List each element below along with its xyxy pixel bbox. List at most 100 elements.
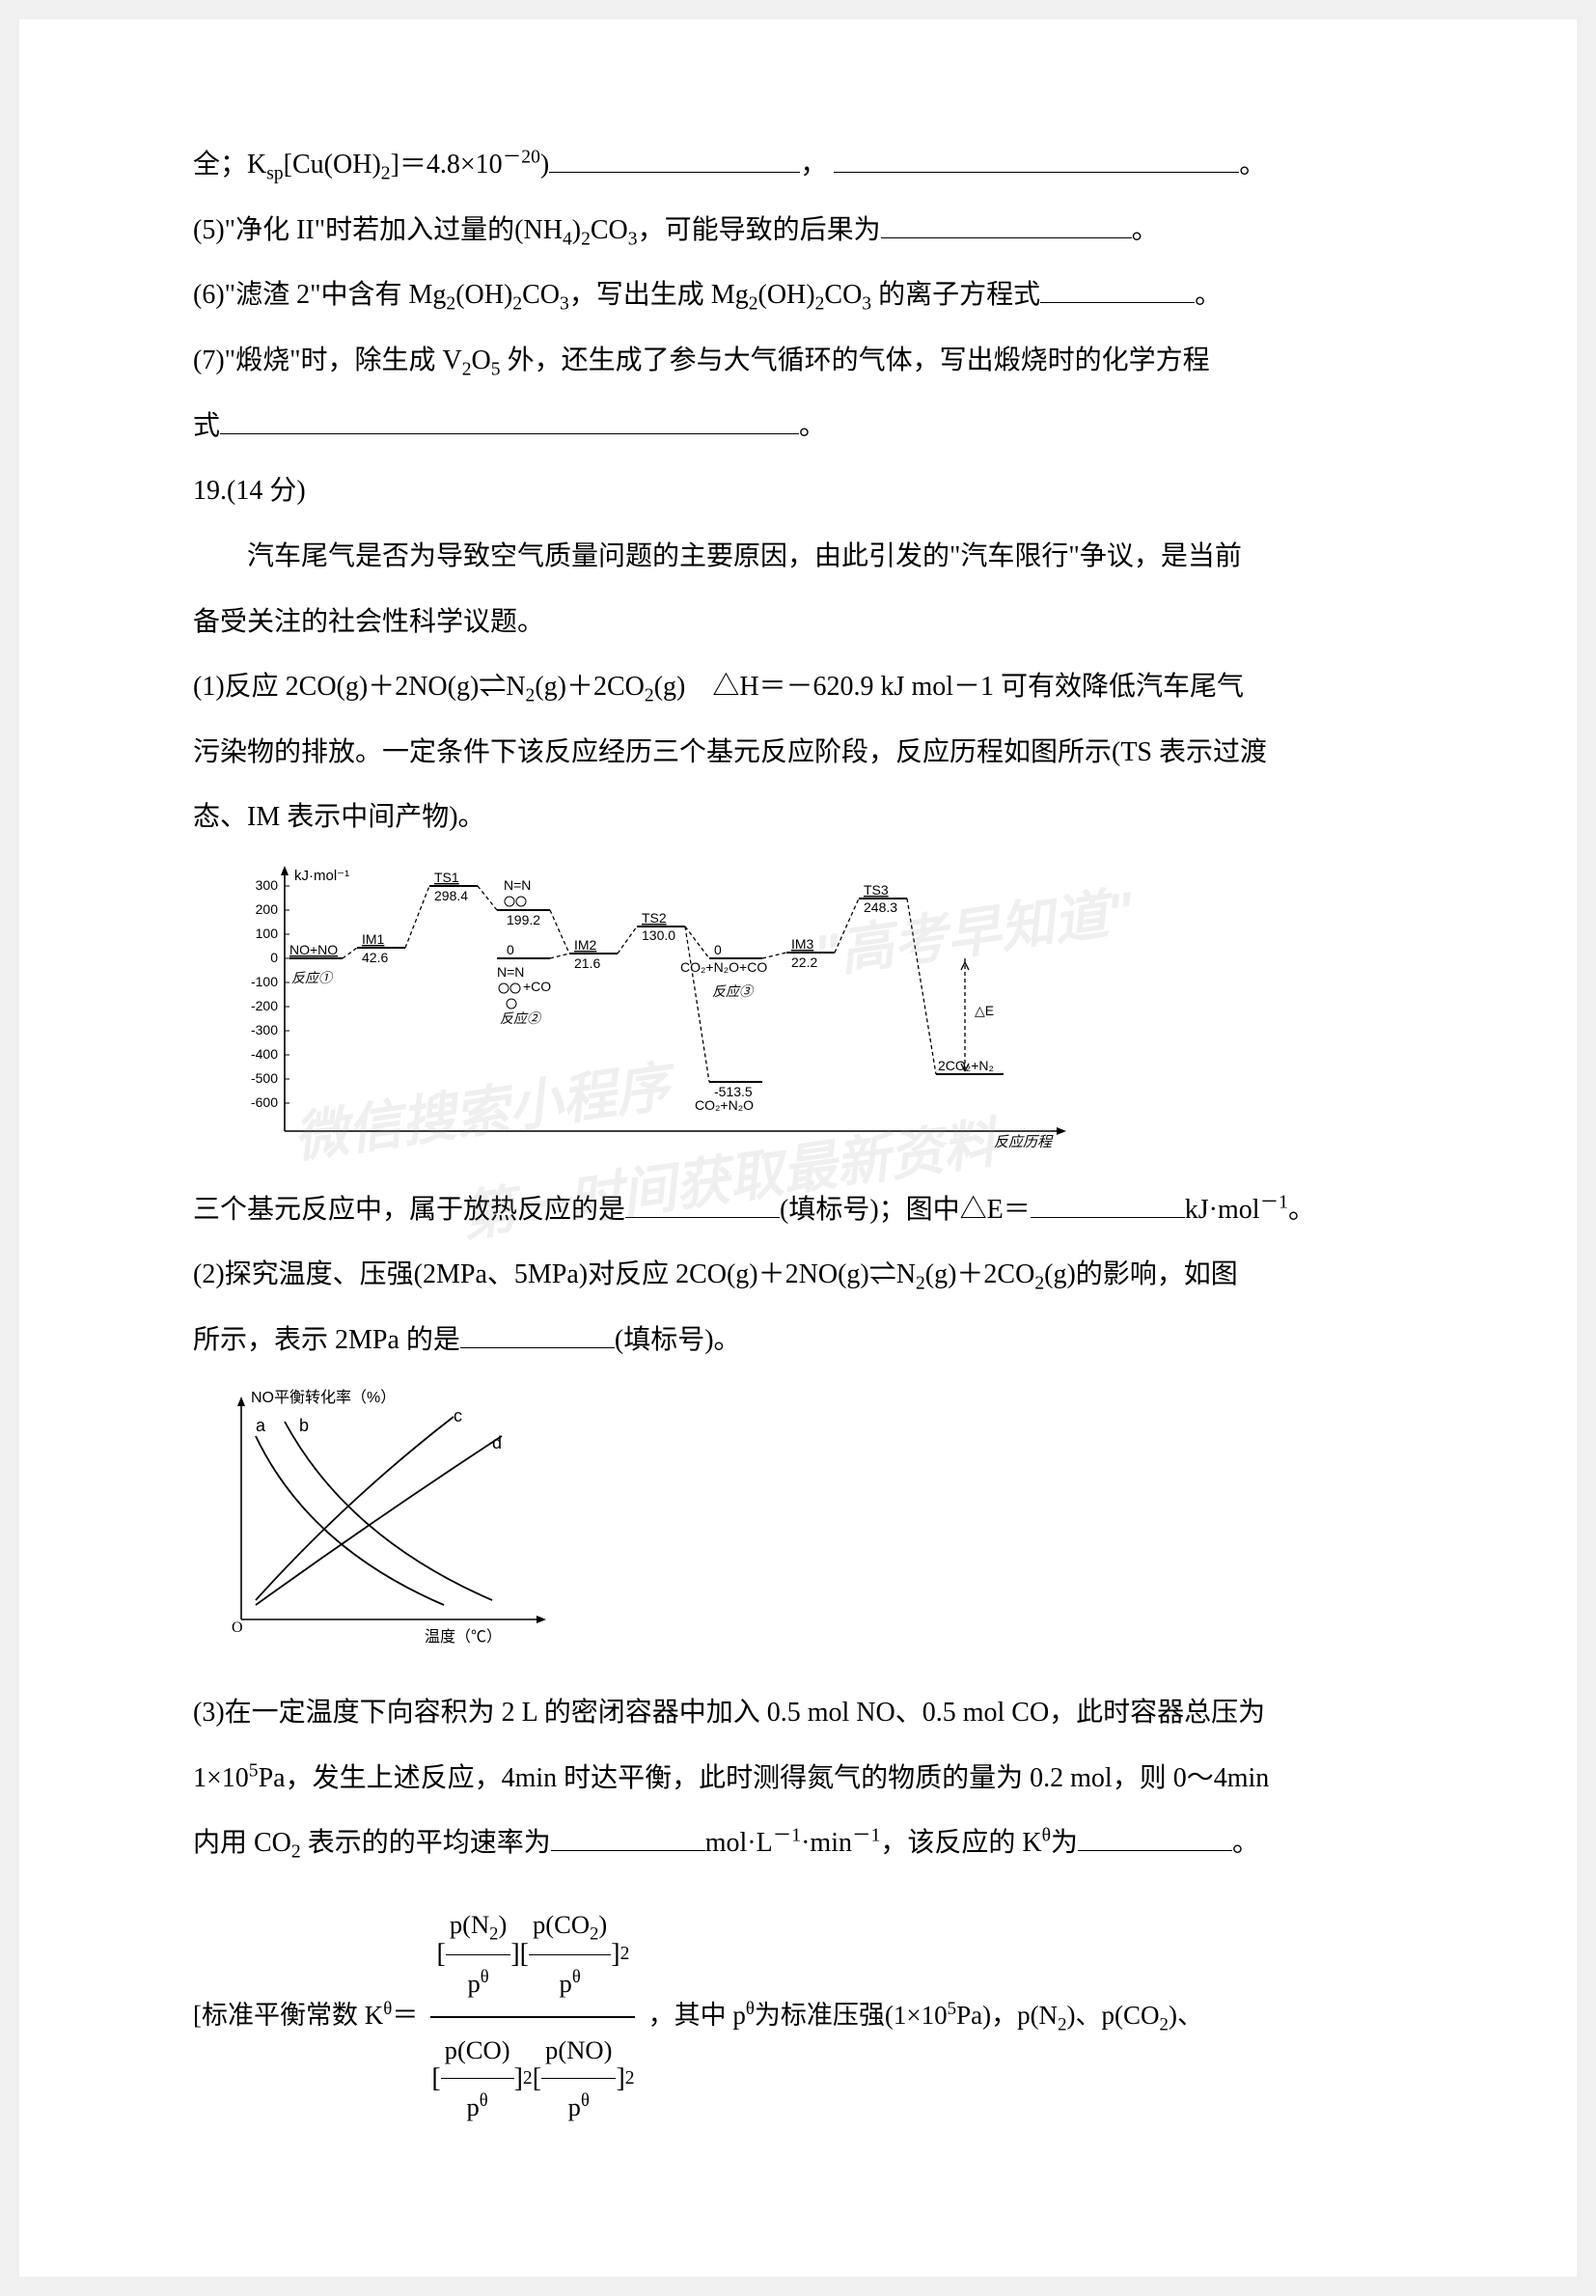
text: 为标准压强(1×10 bbox=[755, 2001, 948, 2030]
fraction-numerator: [p(N2)pθ][p(CO2)pθ]2 bbox=[430, 1893, 635, 2018]
text: 三个基元反应中，属于放热反应的是 bbox=[193, 1195, 625, 1225]
svg-text:298.4: 298.4 bbox=[434, 888, 468, 903]
text: (g)＋2CO bbox=[535, 672, 645, 702]
svg-text:N=N: N=N bbox=[504, 877, 531, 893]
text-line-r1: (1)反应 2CO(g)＋2NO(g)⇌N2(g)＋2CO2(g) △H＝－62… bbox=[193, 657, 1403, 717]
text: )、p(CO bbox=[1067, 2001, 1160, 2030]
text-line-q6: (6)"滤渣 2"中含有 Mg2(OH)2CO3，写出生成 Mg2(OH)2CO… bbox=[193, 265, 1403, 325]
text: ，其中 pθ为标准压强(1×105Pa)，p(N2)、p(CO2)、 bbox=[648, 1987, 1203, 2045]
exam-page: 全；Ksp[Cu(OH)2]＝4.8×10－20)， 。 (5)"净化 II"时… bbox=[19, 19, 1577, 2277]
svg-text:100: 100 bbox=[256, 926, 279, 941]
text: O bbox=[472, 346, 491, 375]
blank-input[interactable] bbox=[220, 401, 799, 434]
svg-text:42.6: 42.6 bbox=[362, 950, 388, 965]
subscript: 5 bbox=[491, 360, 501, 380]
svg-text:-200: -200 bbox=[251, 998, 278, 1013]
text: 表示的的平均速率为 bbox=[301, 1828, 551, 1858]
svg-text:NO平衡转化率（%）: NO平衡转化率（%） bbox=[251, 1389, 396, 1406]
svg-text:0: 0 bbox=[507, 942, 514, 957]
svg-text:d: d bbox=[492, 1433, 502, 1452]
subscript: 2 bbox=[749, 294, 758, 315]
svg-text:TS3: TS3 bbox=[864, 882, 889, 898]
text: (g) △H＝－620.9 kJ mol－1 可有效降低汽车尾气 bbox=[654, 672, 1244, 702]
superscript: －20 bbox=[503, 148, 540, 168]
blank-input[interactable] bbox=[1031, 1185, 1185, 1218]
svg-text:130.0: 130.0 bbox=[642, 927, 675, 943]
text: 全；K bbox=[193, 150, 266, 180]
text: ·min bbox=[801, 1828, 852, 1858]
text-line-r8: 1×105Pa，发生上述反应，4min 时达平衡，此时测得氮气的物质的量为 0.… bbox=[193, 1749, 1403, 1809]
subscript: 2 bbox=[381, 164, 391, 184]
paragraph-intro: 汽车尾气是否为导致空气质量问题的主要原因，由此引发的"汽车限行"争议，是当前 bbox=[193, 527, 1403, 587]
svg-text:c: c bbox=[454, 1406, 462, 1425]
blank-input[interactable] bbox=[551, 1819, 705, 1852]
text: [Cu(OH) bbox=[284, 150, 381, 180]
svg-text:反应②: 反应② bbox=[500, 1010, 542, 1026]
text-line-r4: 三个基元反应中，属于放热反应的是(填标号)；图中△E＝kJ·mol－1。 bbox=[193, 1180, 1403, 1240]
svg-text:199.2: 199.2 bbox=[507, 912, 540, 927]
text: 。 bbox=[1239, 150, 1266, 180]
text: 的离子方程式 bbox=[871, 280, 1040, 310]
text: ，其中 p bbox=[648, 2001, 746, 2030]
superscript: θ bbox=[383, 1999, 392, 2019]
superscript: －1 bbox=[773, 1826, 801, 1846]
text: )、 bbox=[1169, 2001, 1203, 2030]
subscript: 4 bbox=[563, 229, 572, 249]
energy-diagram-svg: 300 200 100 0 -100 -200 -300 -400 -500 -… bbox=[232, 861, 1081, 1150]
text: ) bbox=[572, 215, 581, 245]
subscript: 2 bbox=[526, 686, 536, 706]
superscript: －1 bbox=[1260, 1192, 1288, 1212]
subscript: 2 bbox=[1058, 2014, 1066, 2034]
text: 1×10 bbox=[193, 1763, 249, 1793]
svg-text:0: 0 bbox=[714, 942, 722, 957]
text: ]＝4.8×10 bbox=[391, 150, 503, 180]
text: 。 bbox=[1132, 215, 1159, 245]
text-line-ksp: 全；Ksp[Cu(OH)2]＝4.8×10－20)， 。 bbox=[193, 135, 1403, 195]
text-line-r5: (2)探究温度、压强(2MPa、5MPa)对反应 2CO(g)＋2NO(g)⇌N… bbox=[193, 1245, 1403, 1305]
blank-input[interactable] bbox=[625, 1185, 780, 1218]
text: 所示，表示 2MPa 的是 bbox=[193, 1325, 460, 1355]
subscript: 3 bbox=[862, 294, 871, 315]
svg-text:温度（℃）: 温度（℃） bbox=[425, 1628, 502, 1646]
text: (7)"煅烧"时，除生成 V bbox=[193, 346, 462, 375]
svg-text:b: b bbox=[299, 1416, 309, 1435]
text: kJ·mol bbox=[1185, 1195, 1260, 1225]
text-line-r2: 污染物的排放。一定条件下该反应经历三个基元反应阶段，反应历程如图所示(TS 表示… bbox=[193, 723, 1403, 783]
blank-input[interactable] bbox=[1040, 271, 1195, 304]
superscript: 5 bbox=[948, 1999, 956, 2019]
svg-text:IM1: IM1 bbox=[362, 931, 385, 947]
blank-input[interactable] bbox=[834, 140, 1239, 173]
text-line-r6: 所示，表示 2MPa 的是 (填标号)。 bbox=[193, 1311, 1403, 1370]
svg-text:22.2: 22.2 bbox=[791, 954, 817, 970]
text: Pa)，p(N bbox=[956, 2001, 1058, 2030]
svg-text:a: a bbox=[256, 1416, 266, 1435]
text: 。 bbox=[1288, 1195, 1315, 1225]
blank-input[interactable] bbox=[1078, 1819, 1232, 1852]
subscript: 2 bbox=[446, 294, 455, 315]
text-line-q7: (7)"煅烧"时，除生成 V2O5 外，还生成了参与大气循环的气体，写出煅烧时的… bbox=[193, 331, 1403, 391]
text: 。 bbox=[799, 411, 826, 441]
svg-text:TS2: TS2 bbox=[642, 910, 667, 926]
text: N bbox=[506, 672, 525, 702]
svg-text:IM3: IM3 bbox=[791, 936, 814, 952]
svg-text:CO₂+N₂O: CO₂+N₂O bbox=[695, 1097, 754, 1113]
svg-text:O: O bbox=[232, 1619, 243, 1636]
blank-input[interactable] bbox=[460, 1315, 615, 1348]
blank-input[interactable] bbox=[549, 140, 800, 173]
text: (填标号)。 bbox=[615, 1325, 741, 1355]
subscript: 2 bbox=[1160, 2014, 1169, 2034]
text: ) bbox=[540, 150, 549, 180]
superscript: θ bbox=[1042, 1826, 1051, 1846]
text: 。 bbox=[1232, 1828, 1259, 1858]
text-line-q7b: 式。 bbox=[193, 397, 1403, 456]
blank-input[interactable] bbox=[881, 206, 1132, 238]
text: (2)探究温度、压强(2MPa、5MPa)对反应 2CO(g)＋2NO(g) bbox=[193, 1259, 869, 1289]
subscript: 2 bbox=[512, 294, 522, 315]
text: CO bbox=[522, 280, 560, 310]
text: (1)反应 2CO(g)＋2NO(g) bbox=[193, 672, 479, 702]
svg-text:200: 200 bbox=[256, 901, 279, 917]
question-19-header: 19.(14 分) bbox=[193, 461, 1403, 521]
svg-text:反应①: 反应① bbox=[291, 970, 334, 985]
paragraph-intro-2: 备受关注的社会性科学议题。 bbox=[193, 593, 1403, 652]
text: 外，还生成了参与大气循环的气体，写出煅烧时的化学方程 bbox=[501, 346, 1210, 375]
